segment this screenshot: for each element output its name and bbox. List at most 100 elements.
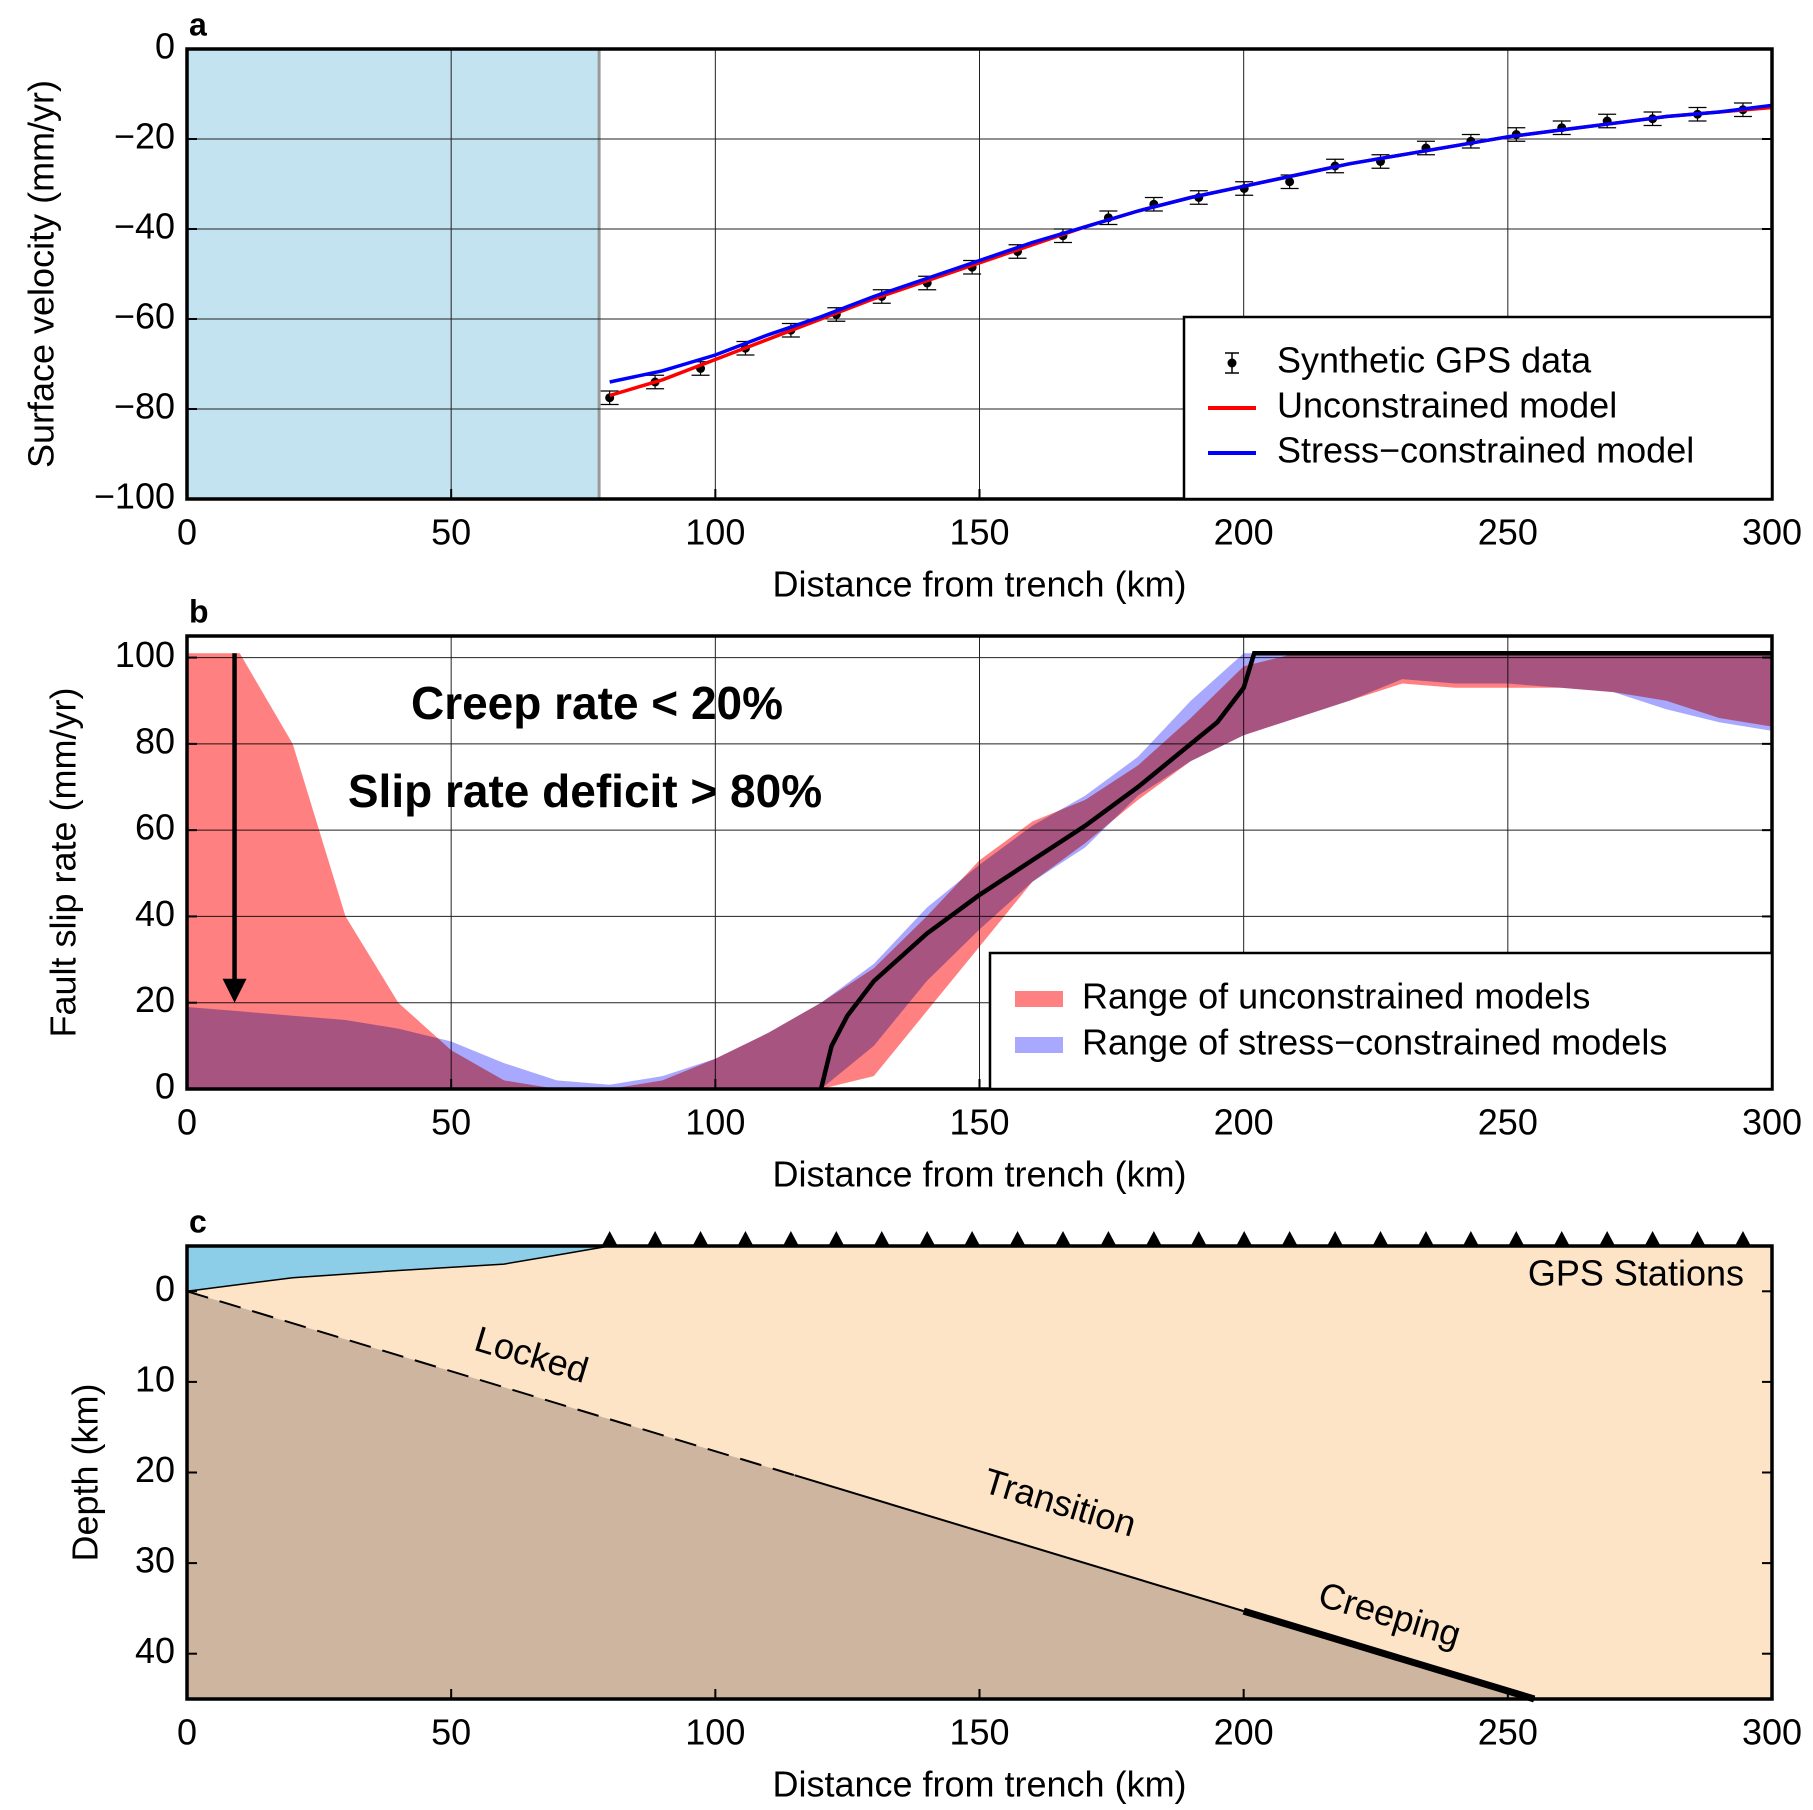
- y-tick-label: 20: [135, 979, 175, 1020]
- legend-box: [988, 951, 1774, 1091]
- gps-station: [692, 1231, 709, 1246]
- gps-station: [1644, 1231, 1661, 1246]
- gps-station: [1145, 1231, 1162, 1246]
- gps-station: [1100, 1231, 1117, 1246]
- fault-segment: [794, 1474, 1244, 1613]
- gps-station: [1236, 1231, 1253, 1246]
- gps-station: [1327, 1231, 1344, 1246]
- y-tick-label: 0: [155, 1268, 175, 1309]
- slip-line: [818, 651, 1772, 1090]
- y-tick-label: −100: [94, 476, 175, 517]
- y-tick-label: −60: [114, 296, 175, 337]
- y-axis-label: Fault slip rate (mm/yr): [43, 687, 84, 1037]
- gps-station: [1462, 1231, 1479, 1246]
- annotation: Creep rate < 20%: [411, 677, 783, 729]
- gps-station: [601, 1231, 618, 1246]
- gps-station: [782, 1231, 799, 1246]
- legend-swatch: [1015, 991, 1063, 1007]
- y-tick-label: −80: [114, 386, 175, 427]
- data-point: [1285, 177, 1295, 187]
- legend-label: Stress−constrained model: [1277, 430, 1694, 471]
- legend-label: Unconstrained model: [1277, 385, 1617, 426]
- y-tick-label: −20: [114, 116, 175, 157]
- x-tick-label: 100: [685, 512, 745, 553]
- range-band: [187, 653, 1772, 1089]
- annotation: Slip rate deficit > 80%: [348, 765, 822, 817]
- x-tick-label: 200: [1214, 1712, 1274, 1753]
- gps-station: [873, 1231, 890, 1246]
- y-axis-label: Surface velocity (mm/yr): [21, 80, 62, 468]
- gps-station: [919, 1231, 936, 1246]
- y-tick-label: 100: [115, 634, 175, 675]
- y-tick-label: 60: [135, 807, 175, 848]
- y-tick-label: 30: [135, 1540, 175, 1581]
- panel-label: a: [189, 6, 207, 42]
- y-tick-label: 0: [155, 26, 175, 67]
- x-tick-label: 50: [431, 1102, 471, 1143]
- x-tick-label: 0: [177, 1102, 197, 1143]
- gps-station: [1689, 1231, 1706, 1246]
- x-axis-label: Distance from trench (km): [772, 1764, 1186, 1805]
- gps-station: [1281, 1231, 1298, 1246]
- x-axis-label: Distance from trench (km): [772, 1154, 1186, 1195]
- axes-frame: [185, 1244, 1774, 1701]
- x-tick-label: 0: [177, 512, 197, 553]
- y-axis-label: Depth (km): [65, 1383, 106, 1561]
- gps-station: [1054, 1231, 1071, 1246]
- gps-station: [647, 1231, 664, 1246]
- legend-label: Range of unconstrained models: [1082, 976, 1590, 1017]
- slab: [187, 1291, 1535, 1699]
- y-tick-label: 10: [135, 1358, 175, 1399]
- fault-segment: [186, 1290, 795, 1477]
- x-tick-label: 100: [685, 1102, 745, 1143]
- y-tick-label: 40: [135, 1630, 175, 1671]
- gps-station: [828, 1231, 845, 1246]
- legend: Range of unconstrained models Range of st…: [988, 951, 1774, 1091]
- y-tick-label: 0: [155, 1066, 175, 1107]
- x-tick-label: 250: [1478, 512, 1538, 553]
- x-tick-label: 250: [1478, 1102, 1538, 1143]
- x-tick-label: 300: [1742, 512, 1802, 553]
- x-tick-label: 150: [949, 512, 1009, 553]
- axes-frame: [185, 47, 1774, 501]
- x-tick-label: 300: [1742, 1102, 1802, 1143]
- legend-label: Range of stress−constrained models: [1082, 1022, 1667, 1063]
- gps-station: [1734, 1231, 1751, 1246]
- panel: 0 50 100 150 200 250 300 0 20 40 60 80 100 Creep rate…: [43, 593, 1803, 1194]
- legend-swatch: [1015, 1037, 1063, 1053]
- x-tick-label: 200: [1214, 512, 1274, 553]
- y-tick-label: 40: [135, 893, 175, 934]
- shaded-region: [187, 49, 600, 499]
- gps-station: [737, 1231, 754, 1246]
- x-tick-label: 300: [1742, 1712, 1802, 1753]
- x-tick-label: 50: [431, 512, 471, 553]
- fault-segment: [1242, 1607, 1536, 1703]
- y-tick-label: 80: [135, 720, 175, 761]
- panel-label: c: [189, 1203, 207, 1239]
- x-tick-label: 100: [685, 1712, 745, 1753]
- gps-station: [1009, 1231, 1026, 1246]
- panel-label: b: [189, 593, 209, 629]
- legend-symbol: [1227, 358, 1237, 368]
- legend-box: [1182, 315, 1774, 501]
- gps-station: [1599, 1231, 1616, 1246]
- arrow-head: [222, 978, 247, 1003]
- x-tick-label: 0: [177, 1712, 197, 1753]
- gps-station: [1508, 1231, 1525, 1246]
- x-tick-label: 150: [949, 1712, 1009, 1753]
- axes-frame: [185, 634, 1774, 1091]
- gps-station: [1417, 1231, 1434, 1246]
- gps-station: [964, 1231, 981, 1246]
- x-tick-label: 250: [1478, 1712, 1538, 1753]
- y-tick-label: 20: [135, 1449, 175, 1490]
- x-tick-label: 150: [949, 1102, 1009, 1143]
- gps-station: [1553, 1231, 1570, 1246]
- y-tick-label: −40: [114, 206, 175, 247]
- panel: 0 50 100 150 200 250 300−100−80−60−40−200aDist…: [21, 6, 1803, 604]
- x-axis-label: Distance from trench (km): [772, 564, 1186, 605]
- gps-station: [1190, 1231, 1207, 1246]
- legend-label: Synthetic GPS data: [1277, 340, 1592, 381]
